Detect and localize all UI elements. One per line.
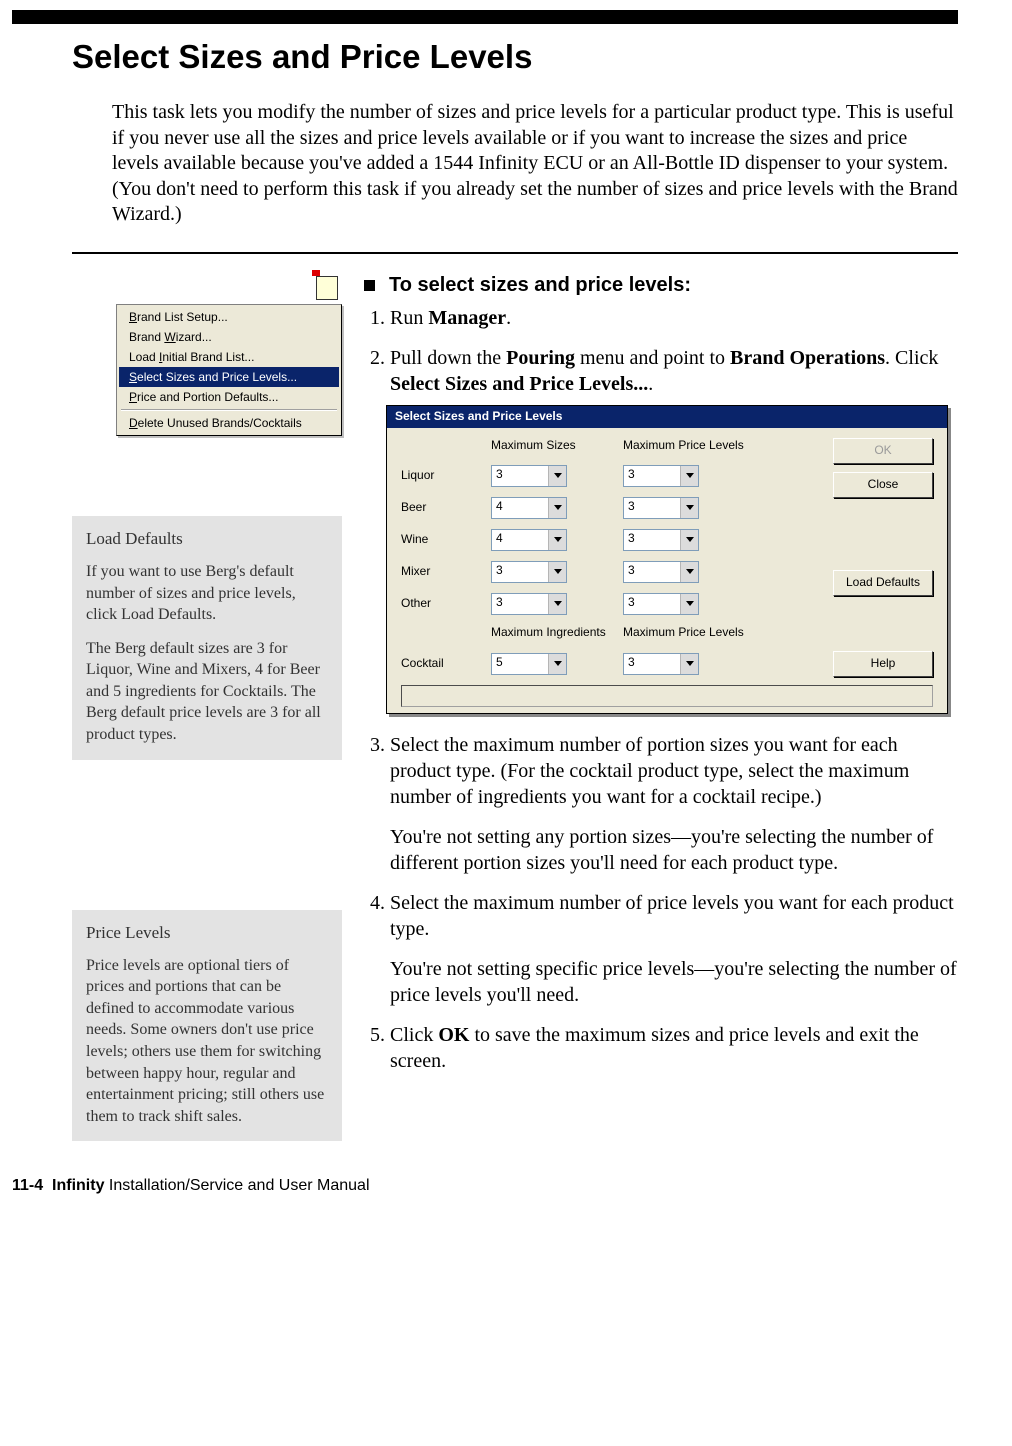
step-4: Select the maximum number of price level… — [390, 890, 958, 1008]
context-menu: Brand List Setup... Brand Wizard... Load… — [116, 304, 342, 436]
callout-text: The Berg default sizes are 3 for Liquor,… — [86, 638, 328, 746]
menu-item-brand-list-setup[interactable]: Brand List Setup... — [119, 307, 339, 327]
horizontal-rule — [72, 252, 958, 254]
combo-wine-levels[interactable]: 3 — [623, 529, 699, 551]
page-footer: 11-4 Infinity Installation/Service and U… — [12, 1177, 958, 1195]
combo-mixer-sizes[interactable]: 3 — [491, 561, 567, 583]
callout-title: Price Levels — [86, 922, 328, 945]
combo-cocktail-levels[interactable]: 3 — [623, 653, 699, 675]
menu-item-load-initial-brand-list[interactable]: Load Initial Brand List... — [119, 347, 339, 367]
combo-wine-sizes[interactable]: 4 — [491, 529, 567, 551]
chevron-down-icon — [680, 466, 698, 486]
column-header-sizes: Maximum Sizes — [491, 438, 611, 456]
chevron-down-icon — [548, 562, 566, 582]
dialog-titlebar: Select Sizes and Price Levels — [387, 406, 947, 428]
help-button[interactable]: Help — [833, 651, 933, 677]
combo-cocktail-ingredients[interactable]: 5 — [491, 653, 567, 675]
note-icon — [312, 270, 338, 300]
ok-button[interactable]: OK — [833, 438, 933, 464]
chevron-down-icon — [548, 530, 566, 550]
close-button[interactable]: Close — [833, 472, 933, 498]
step-2: Pull down the Pouring menu and point to … — [390, 345, 958, 714]
menu-item-brand-wizard[interactable]: Brand Wizard... — [119, 327, 339, 347]
step-4-note: You're not setting specific price levels… — [390, 956, 958, 1008]
status-bar — [401, 685, 933, 707]
combo-beer-sizes[interactable]: 4 — [491, 497, 567, 519]
callout-price-levels: Price Levels Price levels are optional t… — [72, 910, 342, 1142]
chevron-down-icon — [680, 594, 698, 614]
combo-other-sizes[interactable]: 3 — [491, 593, 567, 615]
chevron-down-icon — [680, 498, 698, 518]
step-5: Click OK to save the maximum sizes and p… — [390, 1022, 958, 1074]
load-defaults-button[interactable]: Load Defaults — [833, 570, 933, 596]
chevron-down-icon — [548, 466, 566, 486]
step-3-note: You're not setting any portion sizes—you… — [390, 824, 958, 876]
column-header-levels: Maximum Price Levels — [623, 438, 773, 456]
dialog-select-sizes: Select Sizes and Price Levels Maximum Si… — [386, 405, 948, 714]
step-3: Select the maximum number of portion siz… — [390, 732, 958, 876]
column-header-levels-2: Maximum Price Levels — [623, 625, 773, 643]
chevron-down-icon — [548, 594, 566, 614]
row-label-mixer: Mixer — [401, 564, 479, 580]
row-label-beer: Beer — [401, 500, 479, 516]
row-label-liquor: Liquor — [401, 468, 479, 484]
callout-text: Price levels are optional tiers of price… — [86, 955, 328, 1128]
row-label-wine: Wine — [401, 532, 479, 548]
combo-beer-levels[interactable]: 3 — [623, 497, 699, 519]
intro-paragraph: This task lets you modify the number of … — [112, 100, 958, 228]
menu-item-select-sizes-price-levels[interactable]: Select Sizes and Price Levels... — [119, 367, 339, 387]
menu-item-delete-unused[interactable]: Delete Unused Brands/Cocktails — [119, 413, 339, 433]
combo-liquor-sizes[interactable]: 3 — [491, 465, 567, 487]
square-bullet-icon — [364, 280, 375, 291]
combo-other-levels[interactable]: 3 — [623, 593, 699, 615]
header-black-bar — [12, 10, 958, 24]
menu-item-price-portion-defaults[interactable]: Price and Portion Defaults... — [119, 387, 339, 407]
row-label-cocktail: Cocktail — [401, 656, 479, 672]
callout-text: If you want to use Berg's default number… — [86, 561, 328, 626]
combo-liquor-levels[interactable]: 3 — [623, 465, 699, 487]
step-1: Run Manager. — [390, 305, 958, 331]
row-label-other: Other — [401, 596, 479, 612]
chevron-down-icon — [680, 562, 698, 582]
chevron-down-icon — [548, 654, 566, 674]
callout-title: Load Defaults — [86, 528, 328, 551]
chevron-down-icon — [548, 498, 566, 518]
menu-separator — [121, 409, 337, 411]
chevron-down-icon — [680, 530, 698, 550]
procedure-title: To select sizes and price levels: — [389, 274, 691, 297]
page-title: Select Sizes and Price Levels — [72, 38, 958, 76]
combo-mixer-levels[interactable]: 3 — [623, 561, 699, 583]
callout-load-defaults: Load Defaults If you want to use Berg's … — [72, 516, 342, 760]
chevron-down-icon — [680, 654, 698, 674]
column-header-ingredients: Maximum Ingredients — [491, 625, 611, 643]
